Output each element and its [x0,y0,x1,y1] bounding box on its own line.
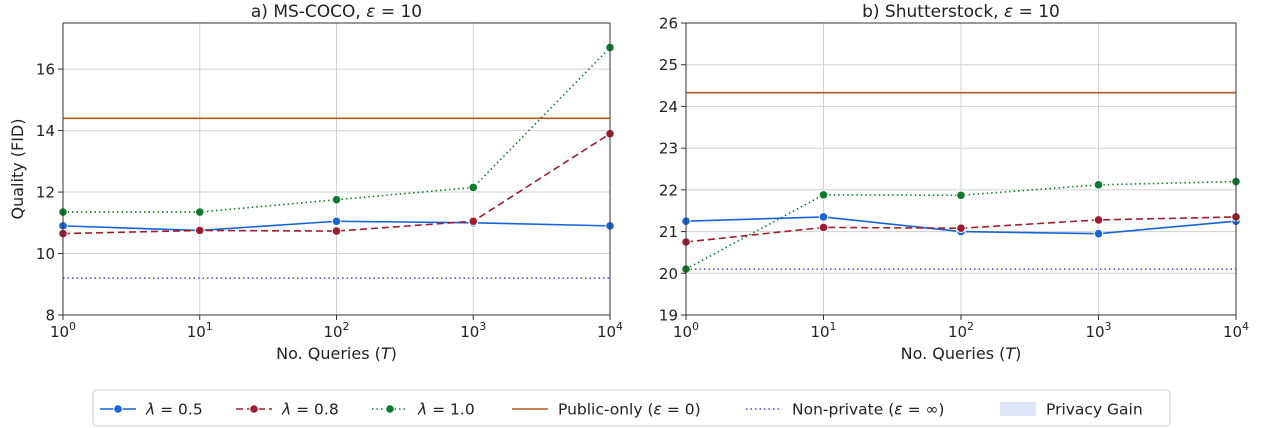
legend-entry-4: Public-only (ε = 0) [512,401,701,419]
x-tick-label: 101 [810,320,836,341]
legend-entry-5: Non-private (ε = ∞) [746,401,944,419]
chart-title: a) MS-COCO, ε = 10 [251,2,422,22]
series-line [63,47,611,213]
x-tick-label: 104 [1223,320,1249,341]
data-point [331,194,342,205]
data-point [956,223,966,234]
legend-label: λ = 1.0 [417,401,475,419]
x-axis-label: No. Queries (T) [901,344,1022,363]
data-point [331,226,342,236]
grid [62,23,611,316]
series-line [62,132,611,235]
chart-title: b) Shutterstock, ε = 10 [862,2,1060,22]
y-tick-label: 20 [659,265,678,283]
x-tick-label: 102 [948,320,974,341]
y-tick-label: 24 [659,98,678,116]
legend-marker [385,404,395,414]
y-tick-label: 25 [659,56,678,74]
legend-label: λ = 0.5 [145,401,203,419]
y-tick-label: 16 [36,61,55,79]
legend-marker [113,404,123,414]
data-point [194,225,205,236]
y-tick-label: 12 [36,184,55,202]
series-3 [58,42,615,217]
legend-swatch [1000,402,1036,416]
x-axis-label: No. Queries (T) [276,344,397,363]
x-tick-label: 103 [1085,320,1111,341]
x-tick-label: 100 [673,320,699,341]
legend-label: Non-private (ε = ∞) [792,401,944,419]
legend: λ = 0.5 λ = 0.8 λ = 1.0 Public-only (ε = 0)… [92,389,1171,427]
data-point [818,190,829,200]
x-tick-label: 101 [187,320,213,341]
legend-entry-3: λ = 1.0 [372,401,475,419]
series-2 [681,212,1241,247]
x-tick-label: 102 [323,320,349,341]
legend-entry-1: λ = 0.5 [100,401,203,419]
data-point [194,207,205,217]
data-point [331,216,342,227]
y-tick-label: 8 [45,307,55,325]
data-point [1093,180,1104,190]
legend-entry-6: Privacy Gain [1000,401,1143,419]
data-point [818,222,829,233]
y-tick-label: 23 [659,140,678,158]
data-point [818,212,829,222]
legend-entry-2: λ = 0.8 [236,401,339,419]
y-tick-label: 21 [659,223,678,241]
y-axis-label: Quality (FID) [8,119,27,220]
legend-label: Public-only (ε = 0) [558,401,701,419]
chart-panel-2: 19 20 21 22 23 24 25 26 100 101 102 103 104 b) Shutte… [659,2,1249,363]
x-tick-label: 103 [460,320,486,341]
legend-label: Privacy Gain [1046,401,1143,419]
data-point [468,216,479,227]
data-point [1093,228,1104,239]
y-tick-label: 26 [659,15,678,33]
y-tick-label: 10 [36,245,55,263]
series-2 [58,128,615,239]
grid [685,22,1237,316]
y-tick-label: 14 [36,122,55,140]
chart-panels: 8 10 12 14 16 100 101 102 103 104 a) MS-COCO, ε = … [8,2,1249,363]
data-point [468,182,479,193]
legend-marker [249,404,259,414]
legend-box [92,389,1171,427]
legend-label: λ = 0.8 [281,401,339,419]
x-tick-label: 100 [50,320,76,341]
data-point [956,190,966,201]
x-tick-label: 104 [597,320,623,341]
y-tick-label: 22 [659,181,678,199]
y-tick-label: 19 [659,307,678,325]
data-point [1093,215,1104,225]
chart-panel-1: 8 10 12 14 16 100 101 102 103 104 a) MS-COCO, ε = … [8,2,623,363]
